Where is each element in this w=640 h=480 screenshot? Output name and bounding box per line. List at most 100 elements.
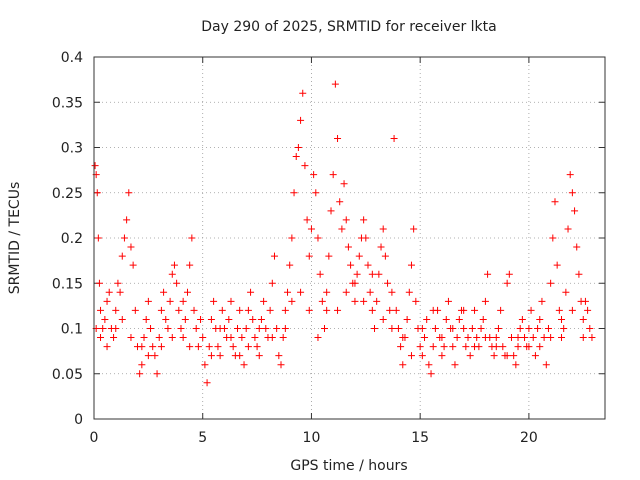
data-point xyxy=(242,325,250,332)
data-point xyxy=(514,343,522,351)
data-point xyxy=(484,270,492,278)
data-point xyxy=(412,297,420,305)
data-point xyxy=(316,270,324,278)
data-point xyxy=(416,343,424,351)
data-point xyxy=(553,261,561,269)
data-point xyxy=(468,325,476,332)
data-point xyxy=(118,315,126,323)
data-point xyxy=(399,334,407,342)
grid-lines xyxy=(94,57,605,419)
data-point xyxy=(299,89,307,97)
data-point xyxy=(138,361,146,369)
data-point xyxy=(403,315,411,323)
data-point xyxy=(566,171,574,179)
data-point xyxy=(288,297,296,305)
data-point xyxy=(579,315,587,323)
data-point xyxy=(305,306,313,314)
data-point xyxy=(507,334,515,342)
data-point xyxy=(273,325,281,332)
data-point xyxy=(307,225,315,233)
data-point xyxy=(331,80,339,88)
data-point xyxy=(144,297,152,305)
data-point xyxy=(255,325,263,332)
data-point xyxy=(360,297,368,305)
data-point xyxy=(170,261,178,269)
data-point xyxy=(151,352,159,360)
y-tick-label: 0.35 xyxy=(52,95,83,111)
data-point xyxy=(503,352,511,360)
data-point xyxy=(555,306,563,314)
data-point xyxy=(105,288,113,296)
data-point xyxy=(173,279,181,287)
data-point xyxy=(207,315,215,323)
data-point xyxy=(112,306,120,314)
data-point xyxy=(492,343,500,351)
data-point xyxy=(375,270,383,278)
data-point xyxy=(460,325,468,332)
data-point xyxy=(110,334,118,342)
x-tick-label: 5 xyxy=(198,430,207,446)
data-point xyxy=(536,315,544,323)
data-point xyxy=(255,352,263,360)
data-point xyxy=(586,325,594,332)
data-point xyxy=(136,370,144,378)
data-point xyxy=(392,306,400,314)
data-point xyxy=(97,334,105,342)
data-point xyxy=(547,279,555,287)
data-point xyxy=(179,334,187,342)
data-point xyxy=(166,297,174,305)
data-point xyxy=(562,288,570,296)
data-point xyxy=(342,288,350,296)
data-point xyxy=(144,352,152,360)
data-point xyxy=(388,288,396,296)
data-point xyxy=(449,325,457,332)
data-point xyxy=(147,325,155,332)
data-point xyxy=(455,315,463,323)
data-point xyxy=(366,288,374,296)
data-point xyxy=(234,325,242,332)
data-point xyxy=(560,325,568,332)
data-point xyxy=(558,315,566,323)
data-point xyxy=(244,343,252,351)
data-point xyxy=(464,334,472,342)
data-point xyxy=(405,288,413,296)
data-point xyxy=(244,306,252,314)
data-point xyxy=(368,306,376,314)
data-point xyxy=(581,297,589,305)
data-point xyxy=(118,252,126,260)
data-point xyxy=(249,315,257,323)
data-point xyxy=(138,343,146,351)
data-point xyxy=(314,334,322,342)
data-point xyxy=(286,261,294,269)
data-point xyxy=(236,306,244,314)
data-point xyxy=(149,343,157,351)
y-tick-label: 0.4 xyxy=(61,50,83,66)
data-point xyxy=(129,261,137,269)
data-point xyxy=(558,334,566,342)
data-point xyxy=(407,261,415,269)
data-point xyxy=(536,343,544,351)
data-point xyxy=(388,325,396,332)
data-point xyxy=(329,171,337,179)
data-point xyxy=(288,234,296,242)
data-point xyxy=(360,216,368,224)
x-tick-label: 15 xyxy=(411,430,429,446)
data-point xyxy=(338,225,346,233)
tick-labels: 0 5 10 15 20 0 0.05 0.1 0.15 0.2 0.25 0.3 0.35 0.4 xyxy=(52,50,538,446)
x-tick-label: 10 xyxy=(303,430,321,446)
data-point xyxy=(277,361,285,369)
data-point xyxy=(425,361,433,369)
data-point xyxy=(190,306,198,314)
data-point xyxy=(284,288,292,296)
data-point xyxy=(175,306,183,314)
data-point xyxy=(140,334,148,342)
data-point xyxy=(303,216,311,224)
data-point xyxy=(336,198,344,206)
data-point xyxy=(268,334,276,342)
data-point xyxy=(473,334,481,342)
data-point xyxy=(164,325,172,332)
data-point xyxy=(197,315,205,323)
data-point xyxy=(240,361,248,369)
data-point xyxy=(534,325,542,332)
